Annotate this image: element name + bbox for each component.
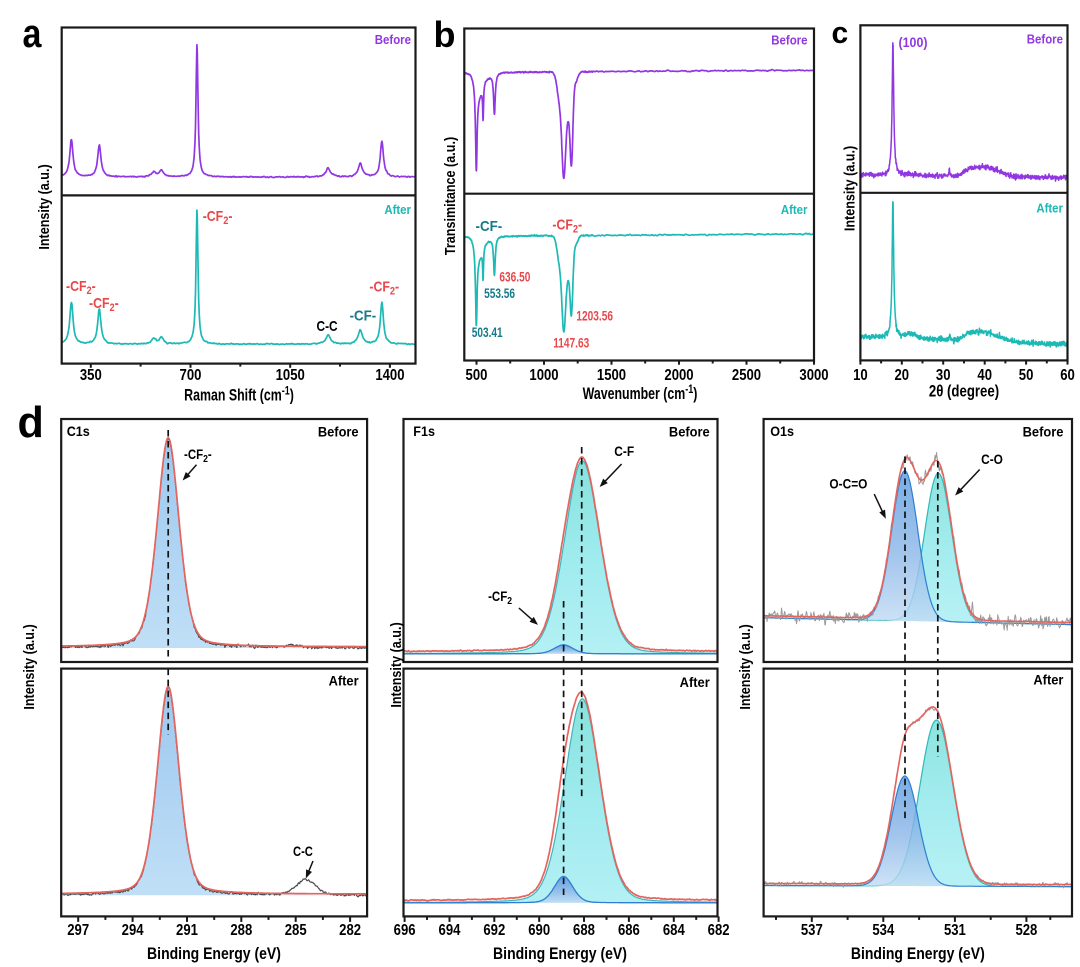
svg-text:Intensity (a.u.): Intensity (a.u.) (20, 624, 37, 709)
svg-text:700: 700 (180, 367, 202, 384)
svg-text:-CF2-: -CF2- (203, 208, 233, 227)
svg-text:O-C=O: O-C=O (829, 476, 867, 492)
svg-text:696: 696 (394, 922, 416, 939)
svg-text:C-C: C-C (317, 318, 339, 334)
svg-text:1147.63: 1147.63 (553, 335, 589, 351)
svg-text:Before: Before (318, 424, 359, 440)
svg-text:F1s: F1s (413, 423, 435, 439)
svg-text:b: b (434, 14, 456, 55)
svg-text:282: 282 (339, 922, 361, 939)
svg-text:294: 294 (122, 922, 145, 939)
svg-text:2θ (degree): 2θ (degree) (929, 382, 999, 401)
svg-text:O1s: O1s (770, 423, 794, 439)
svg-text:692: 692 (483, 922, 505, 939)
svg-text:Transimitance (a.u.): Transimitance (a.u.) (441, 137, 458, 255)
svg-text:After: After (329, 673, 360, 689)
svg-text:1203.56: 1203.56 (576, 308, 613, 324)
svg-text:694: 694 (439, 922, 462, 939)
svg-text:688: 688 (573, 922, 595, 939)
svg-text:684: 684 (663, 922, 686, 939)
svg-text:297: 297 (67, 922, 89, 939)
svg-text:10: 10 (853, 367, 868, 384)
svg-text:534: 534 (872, 922, 895, 939)
svg-text:After: After (1033, 672, 1064, 688)
svg-text:60: 60 (1060, 367, 1075, 384)
svg-text:Intensity (a.u.): Intensity (a.u.) (387, 622, 404, 707)
svg-text:2000: 2000 (664, 367, 693, 384)
svg-text:553.56: 553.56 (484, 285, 515, 301)
svg-text:After: After (1036, 201, 1063, 216)
svg-text:2500: 2500 (732, 367, 761, 384)
svg-text:350: 350 (80, 367, 102, 384)
svg-text:Wavenumber (cm-1): Wavenumber (cm-1) (583, 383, 698, 404)
svg-text:c: c (832, 16, 849, 51)
svg-text:1500: 1500 (597, 367, 626, 384)
svg-text:Binding Energy (eV): Binding Energy (eV) (147, 945, 281, 963)
svg-text:636.50: 636.50 (499, 269, 530, 285)
svg-text:-CF-: -CF- (350, 307, 377, 324)
svg-text:C-F: C-F (614, 443, 634, 459)
svg-text:Before: Before (375, 33, 411, 48)
svg-text:Intensity (a.u.): Intensity (a.u.) (736, 624, 753, 709)
svg-text:690: 690 (528, 922, 550, 939)
svg-text:291: 291 (176, 922, 198, 939)
svg-text:Binding Energy (eV): Binding Energy (eV) (851, 945, 985, 963)
svg-text:After: After (680, 675, 711, 691)
svg-text:After: After (781, 202, 808, 217)
svg-text:(100): (100) (899, 35, 928, 51)
svg-text:Before: Before (1027, 32, 1063, 47)
svg-text:-CF2-: -CF2- (184, 446, 212, 465)
svg-text:C-C: C-C (293, 844, 313, 859)
svg-text:-CF-: -CF- (476, 217, 503, 234)
svg-text:d: d (18, 399, 44, 447)
svg-text:500: 500 (466, 367, 488, 384)
svg-text:537: 537 (801, 922, 823, 939)
svg-text:Binding Energy (eV): Binding Energy (eV) (493, 945, 627, 963)
svg-text:1050: 1050 (276, 367, 305, 384)
svg-text:Raman Shift (cm-1): Raman Shift (cm-1) (184, 384, 294, 405)
svg-text:C-O: C-O (981, 451, 1003, 467)
svg-text:1400: 1400 (375, 367, 404, 384)
svg-text:1000: 1000 (529, 367, 558, 384)
svg-text:Before: Before (771, 33, 807, 48)
svg-text:After: After (384, 202, 411, 217)
svg-text:686: 686 (618, 922, 640, 939)
svg-text:528: 528 (1015, 922, 1037, 939)
svg-text:50: 50 (1019, 367, 1034, 384)
svg-text:-CF2-: -CF2- (552, 217, 582, 236)
svg-text:-CF2-: -CF2- (89, 295, 119, 314)
svg-text:C1s: C1s (67, 423, 90, 439)
svg-text:a: a (23, 10, 42, 55)
svg-text:Before: Before (1023, 424, 1064, 440)
svg-text:30: 30 (936, 367, 951, 384)
svg-text:503.41: 503.41 (472, 325, 503, 341)
svg-text:-CF2: -CF2 (488, 588, 512, 607)
svg-text:Before: Before (669, 424, 710, 440)
svg-text:20: 20 (895, 367, 910, 384)
svg-text:682: 682 (708, 922, 730, 939)
svg-text:531: 531 (944, 922, 966, 939)
svg-text:Intensity (a.u.): Intensity (a.u.) (840, 146, 857, 231)
svg-text:40: 40 (977, 367, 992, 384)
svg-text:285: 285 (285, 922, 307, 939)
svg-text:288: 288 (230, 922, 252, 939)
svg-text:-CF2-: -CF2- (369, 279, 399, 298)
svg-text:Intensity (a.u.): Intensity (a.u.) (35, 164, 52, 249)
svg-text:3000: 3000 (799, 367, 828, 384)
